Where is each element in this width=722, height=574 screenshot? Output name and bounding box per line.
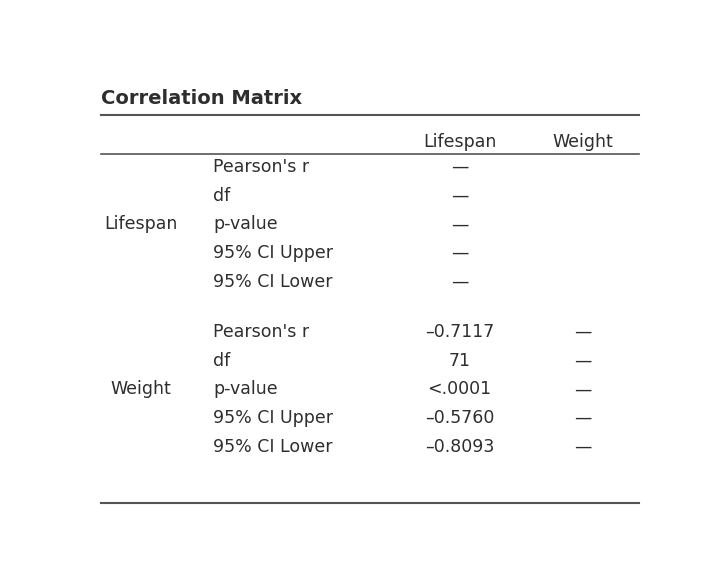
Text: Pearson's r: Pearson's r: [214, 323, 310, 341]
Text: 95% CI Lower: 95% CI Lower: [214, 438, 333, 456]
Text: p-value: p-value: [214, 381, 278, 398]
Text: —: —: [451, 215, 469, 234]
Text: Weight: Weight: [110, 381, 171, 398]
Text: —: —: [574, 438, 591, 456]
Text: –0.8093: –0.8093: [425, 438, 495, 456]
Text: 95% CI Lower: 95% CI Lower: [214, 273, 333, 291]
Text: Weight: Weight: [552, 133, 613, 151]
Text: Lifespan: Lifespan: [104, 215, 178, 234]
Text: –0.7117: –0.7117: [425, 323, 494, 341]
Text: —: —: [451, 273, 469, 291]
Text: –0.5760: –0.5760: [425, 409, 495, 427]
Text: 71: 71: [448, 352, 471, 370]
Text: —: —: [451, 244, 469, 262]
Text: 95% CI Upper: 95% CI Upper: [214, 244, 334, 262]
Text: df: df: [214, 352, 230, 370]
Text: —: —: [574, 352, 591, 370]
Text: —: —: [451, 158, 469, 176]
Text: —: —: [574, 323, 591, 341]
Text: Correlation Matrix: Correlation Matrix: [101, 89, 303, 108]
Text: Pearson's r: Pearson's r: [214, 158, 310, 176]
Text: p-value: p-value: [214, 215, 278, 234]
Text: —: —: [574, 409, 591, 427]
Text: —: —: [574, 381, 591, 398]
Text: 95% CI Upper: 95% CI Upper: [214, 409, 334, 427]
Text: —: —: [451, 187, 469, 205]
Text: <.0001: <.0001: [427, 381, 492, 398]
Text: df: df: [214, 187, 230, 205]
Text: Lifespan: Lifespan: [423, 133, 496, 151]
